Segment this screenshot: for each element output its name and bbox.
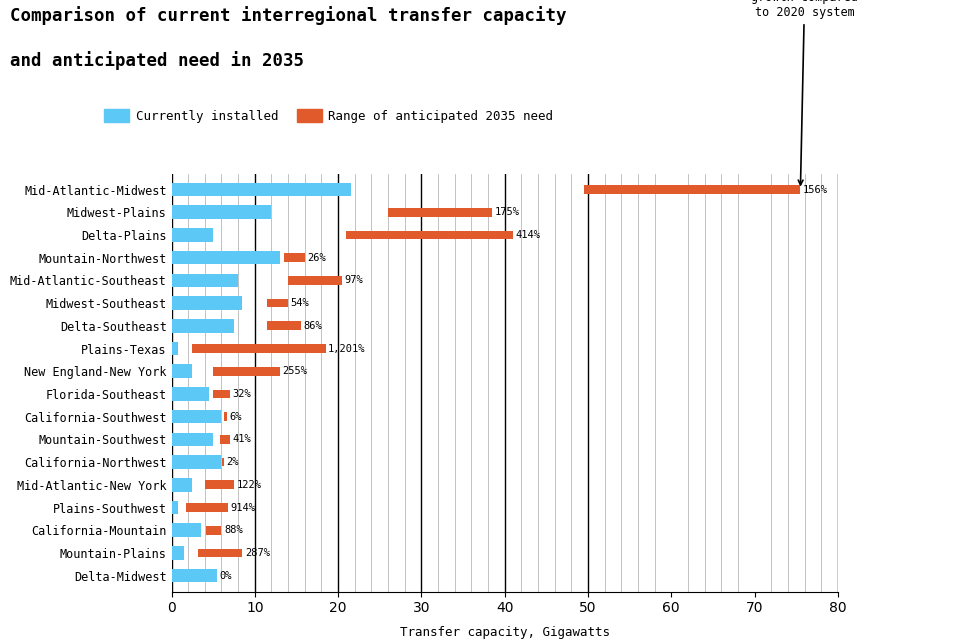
Bar — [172, 319, 234, 332]
Bar — [186, 503, 228, 512]
Text: 26%: 26% — [308, 253, 326, 262]
Legend: Currently installed, Range of anticipated 2035 need: Currently installed, Range of anticipate… — [104, 109, 553, 123]
Bar — [284, 253, 305, 262]
Bar — [172, 296, 242, 310]
Bar — [172, 228, 213, 242]
Bar — [172, 501, 178, 514]
Bar — [172, 365, 192, 378]
Bar — [288, 276, 342, 285]
X-axis label: Transfer capacity, Gigawatts: Transfer capacity, Gigawatts — [400, 626, 610, 639]
Bar — [224, 412, 227, 421]
Text: 54%: 54% — [291, 298, 310, 308]
Bar — [172, 183, 351, 196]
Bar — [222, 458, 224, 466]
Bar — [172, 433, 213, 446]
Text: 914%: 914% — [230, 503, 256, 512]
Text: 32%: 32% — [232, 389, 251, 399]
Bar — [213, 390, 229, 398]
Text: 414%: 414% — [515, 230, 541, 240]
Text: and anticipated need in 2035: and anticipated need in 2035 — [10, 51, 304, 71]
Bar — [172, 546, 184, 560]
Text: Comparison of current interregional transfer capacity: Comparison of current interregional tran… — [10, 6, 566, 26]
Bar — [207, 526, 221, 534]
Bar — [172, 410, 221, 424]
Text: 6%: 6% — [229, 412, 242, 422]
Text: 255%: 255% — [282, 367, 308, 376]
Bar — [172, 205, 271, 219]
Bar — [172, 523, 201, 537]
Text: 86%: 86% — [303, 321, 321, 331]
Bar — [172, 478, 192, 492]
Text: 2%: 2% — [226, 457, 239, 467]
Bar — [388, 208, 492, 217]
Text: 1,201%: 1,201% — [328, 343, 366, 354]
Text: 156%: 156% — [803, 185, 828, 195]
Text: 88%: 88% — [224, 525, 243, 535]
Text: 122%: 122% — [236, 480, 262, 490]
Bar — [584, 185, 801, 194]
Bar — [172, 273, 238, 287]
Bar — [213, 367, 280, 376]
Bar — [268, 322, 301, 330]
Bar — [192, 344, 325, 353]
Bar — [198, 548, 242, 557]
Bar — [205, 480, 234, 489]
Bar — [172, 455, 221, 469]
Text: Median percent
growth compared
to 2020 system: Median percent growth compared to 2020 s… — [751, 0, 858, 185]
Bar — [347, 231, 514, 239]
Bar — [172, 341, 178, 356]
Bar — [268, 299, 288, 307]
Bar — [172, 251, 280, 264]
Bar — [172, 569, 218, 583]
Text: 175%: 175% — [495, 207, 519, 217]
Bar — [220, 435, 229, 444]
Text: 0%: 0% — [220, 570, 232, 581]
Text: 97%: 97% — [345, 275, 364, 285]
Text: 287%: 287% — [245, 548, 270, 558]
Bar — [172, 387, 209, 401]
Text: 41%: 41% — [232, 435, 251, 444]
